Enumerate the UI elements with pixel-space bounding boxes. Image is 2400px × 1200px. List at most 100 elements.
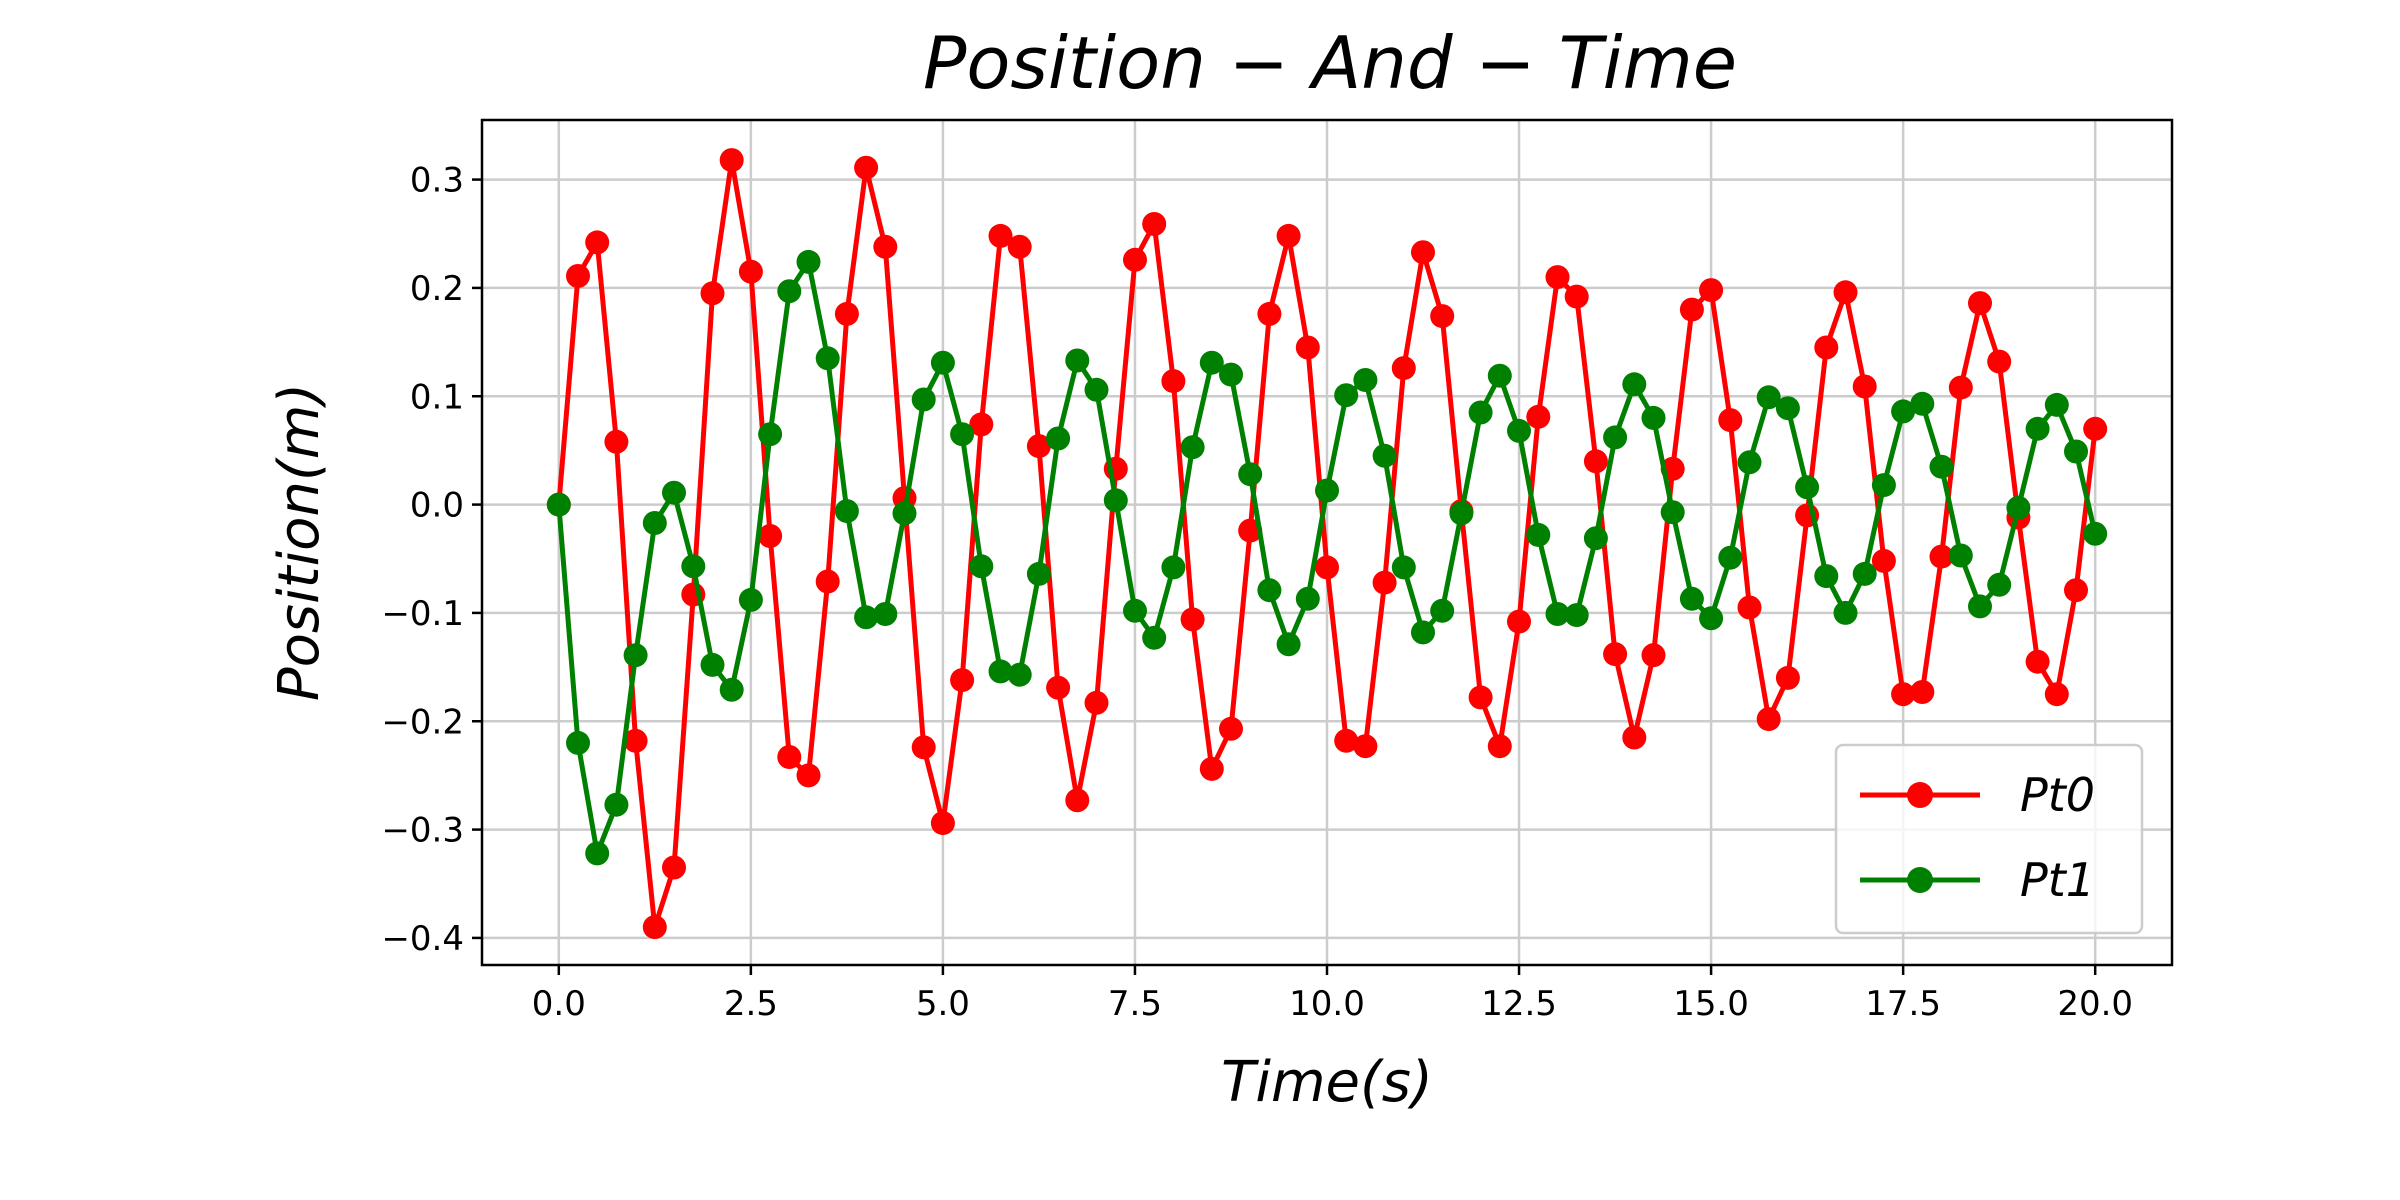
data-point-pt0 [1910,680,1935,704]
data-point-pt1 [892,501,917,526]
data-point-pt1 [1507,418,1531,443]
data-point-pt1 [1968,594,1992,619]
data-point-pt1 [738,587,763,612]
data-point-pt0 [815,569,840,594]
data-point-pt1 [642,511,667,535]
data-point-pt1 [1564,603,1589,628]
data-point-pt1 [1238,462,1263,487]
data-point-pt1 [623,643,648,668]
data-point-pt1 [1871,473,1896,498]
data-point-pt1 [1334,383,1359,408]
data-point-pt1 [1161,555,1186,580]
data-point-pt1 [2044,392,2069,417]
data-point-pt0 [1833,280,1858,305]
data-point-pt0 [2044,682,2069,707]
data-point-pt0 [662,855,686,880]
data-point-pt0 [777,745,802,769]
data-point-pt1 [1795,475,1820,500]
data-point-pt0 [1891,682,1916,707]
data-point-pt0 [1679,297,1704,322]
x-tick-label: 2.5 [724,984,778,1024]
data-point-pt0 [585,230,610,255]
series-layer [546,148,2108,940]
data-point-pt0 [1641,643,1666,668]
data-point-pt1 [1833,600,1858,625]
data-point-pt0 [1142,212,1167,236]
data-point-pt0 [719,148,744,173]
data-point-pt0 [1161,369,1186,394]
data-point-pt1 [1123,598,1147,623]
data-point-pt1 [1756,385,1781,410]
x-axis: 0.0 2.5 5.0 7.5 10.0 12.5 15.0 17.5 20.0 [532,965,2133,1024]
data-point-pt1 [1929,454,1954,479]
data-point-pt0 [1699,278,1724,303]
data-point-pt0 [969,412,994,437]
x-tick-label: 5.0 [916,984,970,1024]
data-point-pt0 [1948,375,1973,400]
data-point-pt0 [911,735,936,760]
data-point-pt0 [1276,223,1301,248]
data-point-pt0 [950,668,975,693]
data-point-pt1 [1622,372,1647,397]
data-point-pt0 [1487,734,1512,759]
data-point-pt1 [758,422,783,447]
legend-pt0-label: Pt0 [2020,768,2095,822]
data-point-pt0 [2083,416,2108,441]
data-point-pt1 [1007,662,1032,687]
legend-pt1-label: Pt1 [2020,853,2095,907]
data-point-pt1 [1430,598,1455,623]
data-point-pt1 [1814,564,1839,589]
data-point-pt0 [930,811,955,836]
data-point-pt1 [1948,543,1973,568]
data-point-pt0 [1545,265,1570,290]
x-tick-label: 0.0 [532,984,586,1024]
data-point-pt1 [777,279,802,304]
data-point-pt1 [834,499,859,524]
data-point-pt0 [758,524,783,548]
data-point-pt0 [1526,404,1551,429]
data-point-pt0 [1411,240,1435,265]
data-point-pt1 [1679,586,1704,611]
data-point-pt1 [1449,501,1474,526]
x-tick-label: 7.5 [1108,984,1162,1024]
data-point-pt1 [1852,561,1877,586]
data-point-pt0 [1007,234,1032,259]
data-point-pt1 [969,554,994,579]
data-point-pt0 [1564,284,1589,309]
data-point-pt0 [738,259,763,284]
data-point-pt1 [854,605,879,630]
y-tick-label: −0.2 [381,702,464,742]
y-axis: −0.4 −0.3 −0.2 −0.1 0.0 0.1 0.2 0.3 [381,161,482,959]
data-point-pt0 [1775,665,1800,690]
data-point-pt0 [1468,685,1493,710]
data-point-pt1 [604,792,629,817]
data-point-pt0 [642,915,667,940]
data-point-pt0 [1123,247,1147,272]
data-point-pt1 [1372,443,1397,468]
y-tick-label: 0.0 [410,486,464,526]
data-point-pt1 [1603,425,1628,450]
data-point-pt0 [1353,734,1378,759]
data-point-pt1 [1583,526,1608,551]
data-point-pt1 [1257,578,1282,603]
data-point-pt1 [1276,632,1301,657]
data-point-pt0 [1737,595,1762,620]
data-point-pt0 [1852,374,1877,399]
data-point-pt1 [1718,545,1743,570]
series-pt1 [546,249,2108,866]
data-point-pt1 [1353,368,1378,392]
x-axis-label: Time(s) [1221,1050,1433,1115]
data-point-pt0 [1756,707,1781,732]
data-point-pt0 [2064,578,2088,603]
data-point-pt1 [1891,399,1916,424]
data-point-pt1 [1315,478,1339,503]
data-point-pt0 [1871,548,1896,573]
data-point-pt1 [796,249,821,274]
data-point-pt0 [1315,555,1339,580]
x-tick-label: 15.0 [1673,984,1749,1024]
data-point-pt1 [1545,602,1570,626]
data-point-pt0 [1180,607,1205,632]
data-point-pt1 [1660,500,1685,525]
data-point-pt1 [950,422,975,447]
data-point-pt1 [1526,522,1551,547]
